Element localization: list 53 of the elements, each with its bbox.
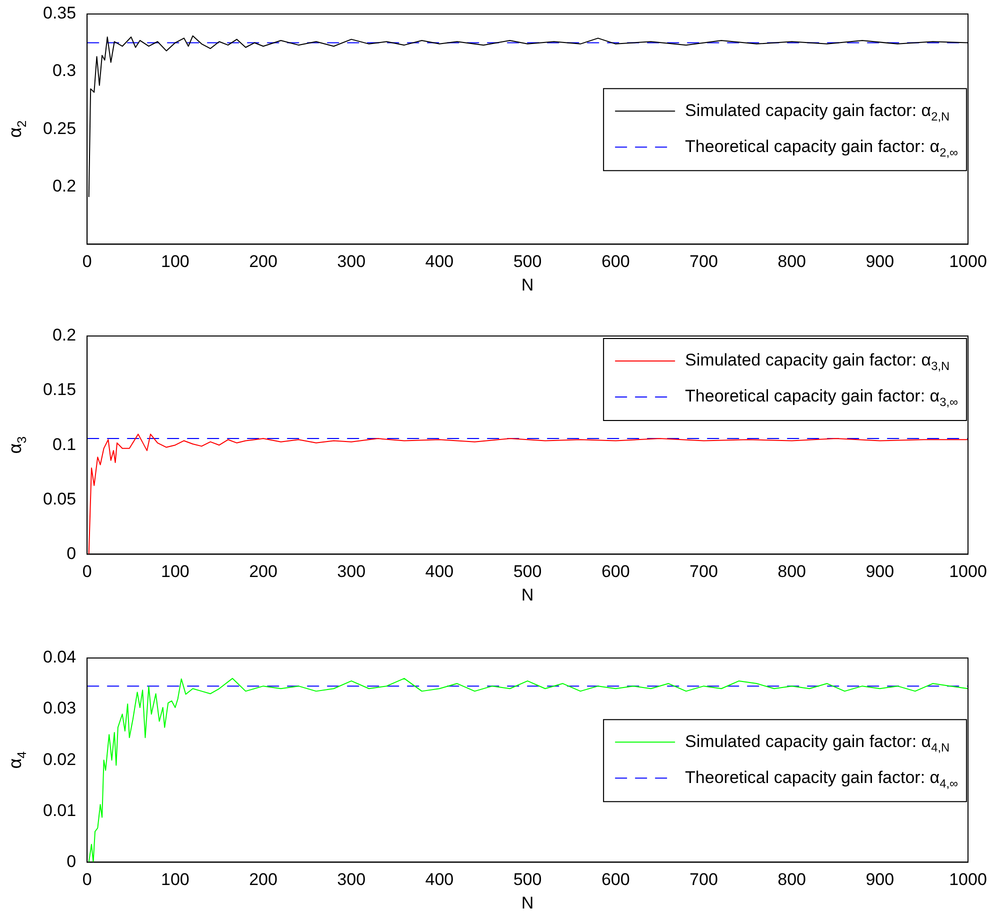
x-tick-label: 900 <box>866 252 894 272</box>
x-tick-label: 100 <box>160 870 190 890</box>
x-tick-label: 700 <box>690 870 718 890</box>
x-tick-label: 0 <box>82 870 92 890</box>
x-axis-title: N <box>521 275 534 294</box>
x-tick-label: 1000 <box>949 870 987 890</box>
x-tick-label: 1000 <box>949 252 987 272</box>
x-tick-label: 800 <box>778 252 806 272</box>
y-tick-label: 0.04 <box>42 648 76 667</box>
y-axis-title: α2 <box>4 120 29 138</box>
x-tick-label: 500 <box>513 870 542 890</box>
y-axis-title: α4 <box>4 751 29 769</box>
y-tick-label: 0.01 <box>42 800 76 820</box>
x-tick-label: 600 <box>601 252 630 272</box>
y-tick-label: 0.05 <box>42 489 76 508</box>
x-tick-label: 0 <box>82 562 92 582</box>
y-axis-title: α3 <box>4 436 29 454</box>
y-tick-label: 0.2 <box>52 176 76 196</box>
y-tick-label: 0.02 <box>42 750 76 769</box>
x-tick-label: 800 <box>778 870 806 890</box>
x-tick-label: 1000 <box>949 562 987 582</box>
x-tick-label: 700 <box>690 252 718 272</box>
x-tick-label: 0 <box>82 252 92 272</box>
x-axis-title: N <box>521 585 534 604</box>
y-tick-label: 0 <box>66 852 76 871</box>
x-axis-title: N <box>521 893 534 912</box>
y-tick-label: 0.3 <box>52 61 76 80</box>
x-tick-label: 400 <box>425 252 454 272</box>
x-tick-label: 900 <box>866 562 894 582</box>
x-tick-label: 300 <box>337 252 366 272</box>
y-tick-label: 0.35 <box>42 4 76 23</box>
x-tick-label: 200 <box>249 870 278 890</box>
x-tick-label: 200 <box>249 252 278 272</box>
y-tick-label: 0.25 <box>42 118 76 138</box>
y-tick-label: 0 <box>66 544 76 563</box>
y-tick-label: 0.15 <box>42 380 76 400</box>
x-tick-label: 500 <box>513 252 542 272</box>
x-tick-label: 100 <box>160 252 190 272</box>
x-tick-label: 400 <box>425 870 454 890</box>
x-tick-label: 500 <box>513 562 542 582</box>
x-tick-label: 300 <box>337 562 366 582</box>
x-tick-label: 900 <box>866 870 894 890</box>
x-tick-label: 700 <box>690 562 718 582</box>
y-tick-label: 0.1 <box>52 434 76 454</box>
y-tick-label: 0.2 <box>52 326 76 345</box>
x-tick-label: 100 <box>160 562 190 582</box>
y-tick-label: 0.03 <box>42 698 76 718</box>
x-tick-label: 600 <box>601 870 630 890</box>
x-tick-label: 400 <box>425 562 454 582</box>
x-tick-label: 300 <box>337 870 366 890</box>
x-tick-label: 200 <box>249 562 278 582</box>
x-tick-label: 800 <box>778 562 806 582</box>
x-tick-label: 600 <box>601 562 630 582</box>
